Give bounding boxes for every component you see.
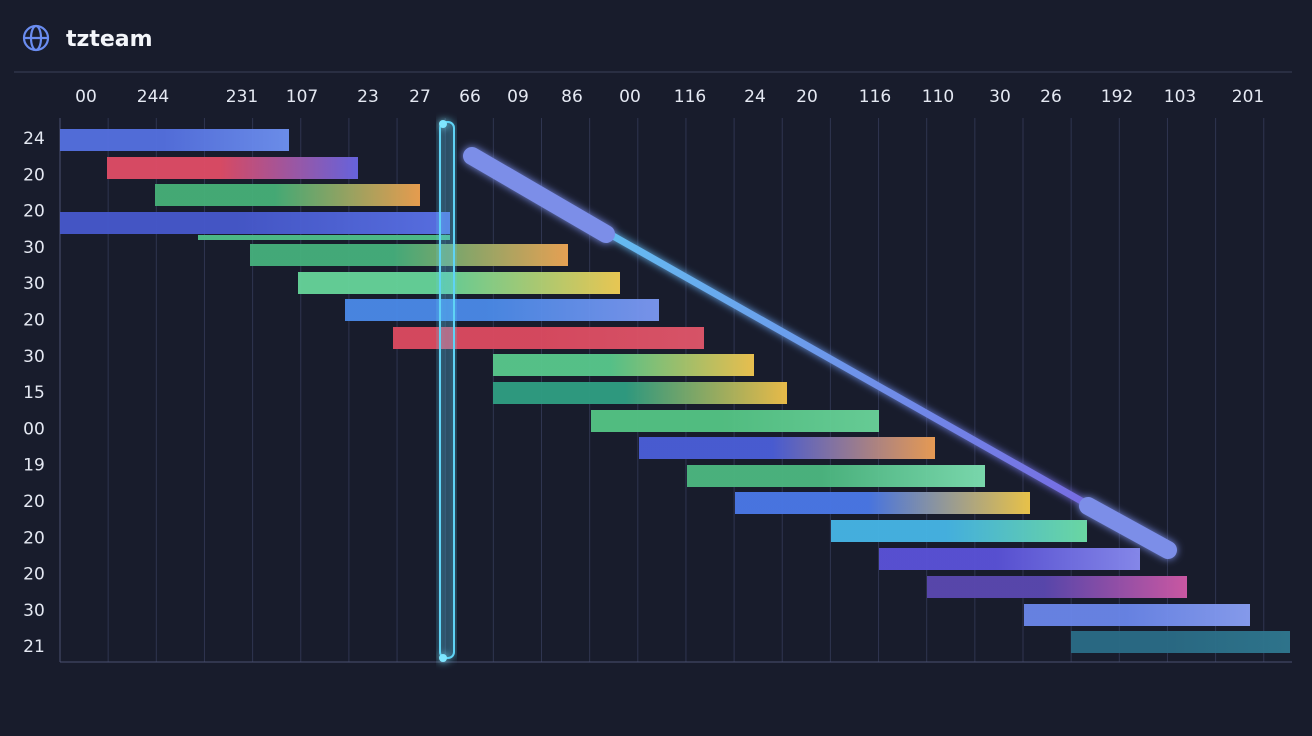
column-label: 66 [459, 87, 481, 107]
column-label: 00 [75, 87, 97, 107]
row-label: 20 [23, 565, 45, 585]
cursor-handle[interactable] [439, 120, 447, 128]
column-label: 24 [744, 87, 766, 107]
column-label: 110 [922, 87, 954, 107]
task-bar [735, 492, 1030, 514]
row-label: 30 [23, 238, 45, 258]
row-label: 30 [23, 274, 45, 294]
row-label: 20 [23, 492, 45, 512]
task-bar [198, 235, 450, 240]
task-bar [927, 576, 1187, 598]
row-label: 21 [23, 637, 45, 657]
column-label: 86 [561, 87, 583, 107]
column-label: 201 [1232, 87, 1264, 107]
cursor-body[interactable] [439, 121, 455, 659]
task-bar [155, 184, 420, 206]
row-label: 30 [23, 601, 45, 621]
grid [59, 118, 1292, 663]
column-label: 231 [226, 87, 258, 107]
task-bar [60, 212, 450, 234]
column-label: 116 [859, 87, 891, 107]
task-bar [687, 465, 985, 487]
task-bar [393, 327, 704, 349]
slider-knob[interactable] [463, 147, 615, 243]
column-label: 103 [1164, 87, 1196, 107]
column-label: 192 [1101, 87, 1133, 107]
task-bar [345, 299, 659, 321]
column-label: 26 [1040, 87, 1062, 107]
task-bar [879, 548, 1140, 570]
column-label: 00 [619, 87, 641, 107]
slider[interactable] [463, 147, 1177, 559]
column-label: 09 [507, 87, 529, 107]
row-label: 20 [23, 311, 45, 331]
column-label: 107 [286, 87, 318, 107]
task-bar [493, 382, 787, 404]
column-label: 244 [137, 87, 169, 107]
column-label: 27 [409, 87, 431, 107]
cursor[interactable] [439, 120, 455, 662]
row-label: 24 [23, 129, 45, 149]
row-label: 30 [23, 347, 45, 367]
column-label: 116 [674, 87, 706, 107]
labels: 00 244 231 107 23 27 66 09 86 00 116 24 20 116 110 30 26… [23, 87, 1264, 657]
row-label: 15 [23, 383, 45, 403]
task-bar [107, 157, 358, 179]
app-title: tzteam [66, 27, 153, 52]
task-bar [250, 244, 568, 266]
task-bar [60, 129, 289, 151]
task-bar [1071, 631, 1290, 653]
task-bar [639, 437, 935, 459]
slider-knob[interactable] [1079, 497, 1177, 559]
column-label: 30 [989, 87, 1011, 107]
task-bar [591, 410, 879, 432]
column-label: 23 [357, 87, 379, 107]
row-label: 20 [23, 165, 45, 185]
row-label: 20 [23, 202, 45, 222]
cursor-handle[interactable] [439, 654, 447, 662]
task-bar [1024, 604, 1250, 626]
task-bar [831, 520, 1087, 542]
task-bar [298, 272, 620, 294]
row-label: 20 [23, 528, 45, 548]
logo [22, 24, 50, 52]
row-label: 19 [23, 456, 45, 476]
bars [60, 129, 1290, 653]
row-label: 00 [23, 419, 45, 439]
task-bar [493, 354, 754, 376]
column-label: 20 [796, 87, 818, 107]
